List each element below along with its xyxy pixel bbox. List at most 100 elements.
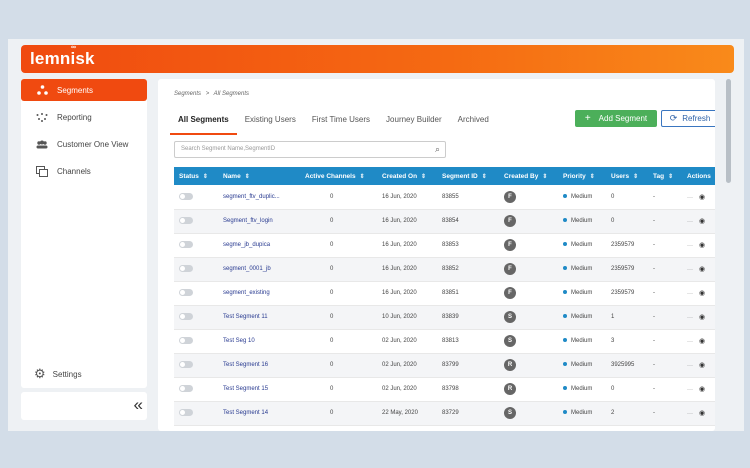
segment-name-link[interactable]: segme_jb_dupica <box>223 242 271 248</box>
status-cell <box>174 353 218 377</box>
view-icon[interactable]: ◉ <box>699 386 706 393</box>
tag-cell: - <box>653 290 655 296</box>
tab-archived[interactable]: Archived <box>457 115 489 124</box>
breadcrumb-root[interactable]: Segments <box>174 91 202 97</box>
table-row[interactable]: segment_ftv_duplic... 0 16 Jun, 2020 83855 F… <box>174 185 715 209</box>
status-toggle[interactable] <box>179 265 193 273</box>
status-toggle[interactable] <box>179 193 193 201</box>
table-row[interactable]: Test Segment 11 0 10 Jun, 2020 83839 S Medium… <box>174 305 715 329</box>
view-icon[interactable]: ◉ <box>699 266 706 273</box>
channels-icon <box>34 165 50 177</box>
table-row[interactable]: Test Segment 15 0 02 Jun, 2020 83798 R Medium… <box>174 377 715 401</box>
more-actions-icon[interactable]: ··· <box>687 363 693 369</box>
more-actions-icon[interactable]: ··· <box>687 339 693 345</box>
more-actions-icon[interactable]: ··· <box>687 267 693 273</box>
priority-label: Medium <box>571 362 593 368</box>
column-header-priority[interactable]: Priority ⇕ <box>563 172 595 180</box>
tab-existing-users[interactable]: Existing Users <box>244 115 296 124</box>
sidebar-item-segments[interactable]: Segments <box>21 79 147 101</box>
tab-journey-builder[interactable]: Journey Builder <box>386 115 442 124</box>
tab-first-time-users[interactable]: First Time Users <box>311 115 371 124</box>
brand-logo[interactable]: lemnisk ∞ <box>30 44 95 68</box>
segment-name-link[interactable]: segment_existing <box>223 290 270 296</box>
view-icon[interactable]: ◉ <box>699 193 706 201</box>
status-cell <box>174 233 218 257</box>
segment-name-link[interactable]: segment_ftv_duplic... <box>223 193 280 200</box>
tab-all-segments[interactable]: All Segments <box>170 113 237 135</box>
segment-id-cell: 83855 <box>442 193 459 200</box>
sidebar-item-reporting[interactable]: Reporting <box>21 106 147 128</box>
segment-name-link[interactable]: Test Segment 14 <box>223 410 269 416</box>
status-toggle[interactable] <box>179 409 193 417</box>
status-cell <box>174 281 218 305</box>
segments-table: Status ⇕ Name ⇕ Active Channels ⇕ Created O… <box>174 167 715 426</box>
view-icon[interactable]: ◉ <box>699 362 706 369</box>
avatar: F <box>504 287 516 299</box>
column-header-status[interactable]: Status ⇕ <box>179 172 208 180</box>
search-placeholder: Search Segment Name,SegmentID <box>181 146 276 152</box>
sidebar-item-label: Channels <box>57 166 91 176</box>
column-header-tag[interactable]: Tag ⇕ <box>653 172 674 180</box>
status-toggle[interactable] <box>179 361 193 369</box>
view-icon[interactable]: ◉ <box>699 242 706 249</box>
more-actions-icon[interactable]: ··· <box>687 387 693 393</box>
settings-item[interactable]: ⚙ Settings <box>21 363 147 385</box>
refresh-button[interactable]: ⟳ Refresh <box>661 110 715 127</box>
actions-cell: ··· ◉ <box>682 209 715 233</box>
segment-name-link[interactable]: Test Seg 10 <box>223 338 255 344</box>
view-icon[interactable]: ◉ <box>699 410 706 417</box>
status-toggle[interactable] <box>179 337 193 345</box>
status-toggle[interactable] <box>179 241 193 249</box>
segment-name-link[interactable]: Test Segment 16 <box>223 362 269 368</box>
status-toggle[interactable] <box>179 217 193 225</box>
column-header-created-by[interactable]: Created By ⇕ <box>504 172 548 180</box>
column-header-users[interactable]: Users ⇕ <box>611 172 639 180</box>
add-segment-button[interactable]: + Add Segment <box>575 110 657 127</box>
view-icon[interactable]: ◉ <box>699 218 706 225</box>
table-row[interactable]: Segment_ftv_login 0 16 Jun, 2020 83854 F Medi… <box>174 209 715 233</box>
breadcrumb-separator: > <box>205 91 210 97</box>
column-header-segment-id[interactable]: Segment ID ⇕ <box>442 172 487 180</box>
column-header-created-on[interactable]: Created On ⇕ <box>382 172 427 180</box>
priority-cell: Medium <box>558 353 606 377</box>
status-toggle[interactable] <box>179 385 193 393</box>
view-icon[interactable]: ◉ <box>699 290 706 297</box>
collapse-sidebar-button[interactable]: « <box>21 392 147 420</box>
segment-name-link[interactable]: Test Segment 11 <box>223 314 268 320</box>
more-actions-icon[interactable]: ··· <box>687 243 693 249</box>
more-actions-icon[interactable]: ··· <box>687 194 693 201</box>
scrollbar-thumb[interactable] <box>726 79 731 183</box>
table-row[interactable]: Test Segment 14 0 22 May, 2020 83729 S Medium… <box>174 401 715 425</box>
more-actions-icon[interactable]: ··· <box>687 219 693 225</box>
table-row[interactable]: Test Segment 16 0 02 Jun, 2020 83799 R Medium… <box>174 353 715 377</box>
table-row[interactable]: Test Seg 10 0 02 Jun, 2020 83813 S Medium 3 - ··… <box>174 329 715 353</box>
segment-name-link[interactable]: Segment_ftv_login <box>223 218 273 224</box>
column-header-active-channels[interactable]: Active Channels ⇕ <box>305 172 365 180</box>
view-icon[interactable]: ◉ <box>699 314 706 321</box>
table-row[interactable]: segment_0001_jb 0 16 Jun, 2020 83852 F Medium… <box>174 257 715 281</box>
segment-name-link[interactable]: segment_0001_jb <box>223 266 271 272</box>
search-input[interactable]: Search Segment Name,SegmentID ⌕ <box>174 141 446 158</box>
sidebar-item-channels[interactable]: Channels <box>21 160 147 182</box>
sidebar-item-customer-one-view[interactable]: Customer One View <box>21 133 147 155</box>
status-toggle[interactable] <box>179 289 193 297</box>
status-cell <box>174 377 218 401</box>
table-row[interactable]: segme_jb_dupica 0 16 Jun, 2020 83853 F Medium… <box>174 233 715 257</box>
table-header-row: Status ⇕ Name ⇕ Active Channels ⇕ Created O… <box>174 167 715 185</box>
more-actions-icon[interactable]: ··· <box>687 291 693 297</box>
column-header-name[interactable]: Name ⇕ <box>223 172 250 180</box>
table-row[interactable]: segment_existing 0 16 Jun, 2020 83851 F Mediu… <box>174 281 715 305</box>
priority-label: Medium <box>571 290 593 296</box>
view-icon[interactable]: ◉ <box>699 338 706 345</box>
double-chevron-left-icon: « <box>133 395 143 414</box>
priority-label: Medium <box>571 266 593 272</box>
actions-cell: ··· ◉ <box>682 257 715 281</box>
more-actions-icon[interactable]: ··· <box>687 411 693 417</box>
search-icon[interactable]: ⌕ <box>434 144 440 154</box>
priority-label: Medium <box>571 218 593 224</box>
users-cell: 2359579 <box>611 242 635 248</box>
segment-name-link[interactable]: Test Segment 15 <box>223 386 269 392</box>
more-actions-icon[interactable]: ··· <box>687 315 693 321</box>
status-toggle[interactable] <box>179 313 193 321</box>
actions-cell: ··· ◉ <box>682 401 715 425</box>
